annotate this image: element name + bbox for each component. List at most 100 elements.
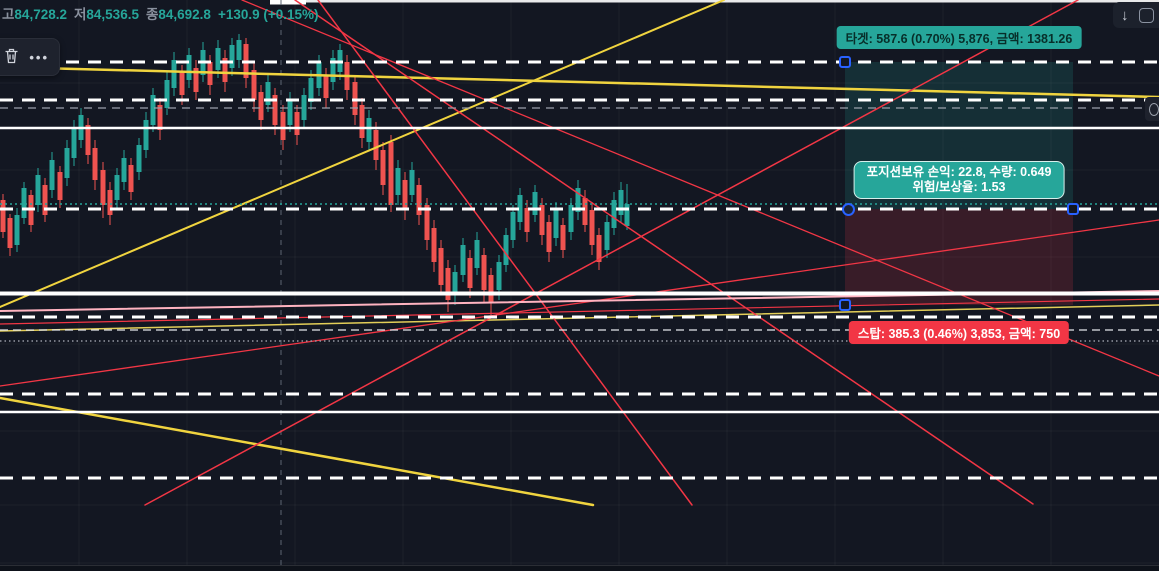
ohlc-info: 고84,728.2 저84,536.5 종84,692.8 +130.9 (+0.15… [2, 3, 326, 23]
candle-body [64, 148, 70, 178]
candle-body [92, 148, 98, 180]
candle-body [71, 128, 77, 158]
visibility-button[interactable] [1145, 97, 1159, 121]
candle-body [510, 212, 516, 240]
ohlc-close-label: 종 [145, 7, 159, 22]
trash-icon [4, 47, 19, 67]
candle-body [359, 105, 365, 138]
candle-body [265, 82, 271, 105]
candle-body [222, 58, 228, 82]
candle-body [157, 105, 163, 130]
candle-body [236, 40, 242, 60]
candle-body [409, 170, 415, 195]
trend-line [317, 0, 693, 506]
candle-body [143, 120, 149, 150]
candle-body [503, 235, 509, 265]
candle-body [517, 195, 523, 222]
ohlc-close-value: 84,692.8 [158, 7, 211, 22]
candle-body [575, 188, 581, 212]
candle-body [280, 112, 286, 140]
candle-body [100, 170, 106, 205]
candle-body [560, 225, 566, 250]
candle-body [524, 208, 530, 232]
candle-body [596, 235, 602, 262]
candle-body [14, 215, 20, 245]
candle-body [366, 118, 372, 142]
candle-body [0, 200, 6, 232]
delete-drawing-button[interactable] [2, 45, 21, 69]
candle-body [57, 172, 63, 200]
candle-body [460, 245, 466, 275]
trend-line [0, 65, 1159, 99]
candle-body [402, 180, 408, 210]
candle-body [114, 175, 120, 200]
candle-body [380, 150, 386, 185]
camera-icon[interactable] [1138, 7, 1154, 23]
candle-body [179, 72, 185, 95]
candle-body [539, 205, 545, 235]
candle-body [481, 255, 487, 290]
candle-body [323, 75, 329, 98]
trend-line [0, 396, 595, 507]
target-price-handle[interactable] [839, 56, 851, 68]
candle-body [568, 205, 574, 232]
candles-layer [0, 34, 630, 315]
trend-line [241, 0, 1159, 377]
ohlc-low-value: 84,536.5 [86, 7, 139, 22]
stop-price-handle[interactable] [839, 299, 851, 311]
target-label[interactable]: 타겟: 587.6 (0.70%) 5,876, 금액: 1381.26 [836, 26, 1082, 49]
trend-line [294, 0, 1034, 505]
h-lines-layer [0, 60, 1159, 480]
loss-zone [845, 209, 1073, 305]
ohlc-high-value: 84,728.2 [14, 7, 67, 22]
candle-body [388, 142, 394, 205]
candle-body [258, 92, 264, 120]
candle-body [85, 125, 91, 155]
candle-body [589, 210, 595, 245]
trend-line [144, 0, 1079, 506]
candle-body [373, 130, 379, 160]
candle-body [467, 258, 473, 288]
candle-body [21, 188, 27, 218]
candle-body [121, 158, 127, 182]
candle-body [287, 100, 293, 125]
candle-body [452, 272, 458, 295]
candle-body [395, 168, 401, 195]
candle-body [604, 222, 610, 250]
candle-body [229, 45, 235, 68]
entry-drag-handle[interactable] [841, 202, 855, 216]
candle-body [294, 112, 300, 135]
download-icon[interactable]: ↓ [1121, 6, 1129, 24]
candle-body [193, 68, 199, 92]
candle-body [438, 248, 444, 285]
trend-line [0, 0, 725, 308]
candle-body [431, 228, 437, 262]
eye-icon [1149, 102, 1159, 116]
trend-lines-layer [0, 0, 1159, 507]
candle-body [251, 70, 257, 100]
drawing-toolbar: ••• [0, 38, 60, 76]
trend-line [0, 298, 1159, 325]
more-options-button[interactable]: ••• [29, 49, 49, 65]
candle-body [150, 95, 156, 125]
top-strip [270, 0, 1159, 5]
candle-body [611, 200, 617, 228]
candle-body [107, 190, 113, 215]
candle-body [215, 48, 221, 70]
candle-body [35, 175, 41, 205]
candle-body [496, 262, 502, 290]
stop-label[interactable]: 스탑: 385.3 (0.46%) 3,853, 금액: 750 [848, 321, 1070, 344]
ohlc-low-label: 저 [73, 7, 87, 22]
candle-body [49, 160, 55, 190]
candle-body [7, 218, 13, 248]
candle-body [624, 204, 630, 226]
candle-body [128, 165, 134, 192]
candle-body [424, 205, 430, 240]
candle-body [272, 95, 278, 125]
entry-price-handle[interactable] [1067, 203, 1079, 215]
position-info-label[interactable]: 포지션보유 손익: 22.8, 수량: 0.649 위험/보상율: 1.53 [853, 161, 1065, 199]
top-right-toolbar: ↓ [1113, 2, 1159, 28]
